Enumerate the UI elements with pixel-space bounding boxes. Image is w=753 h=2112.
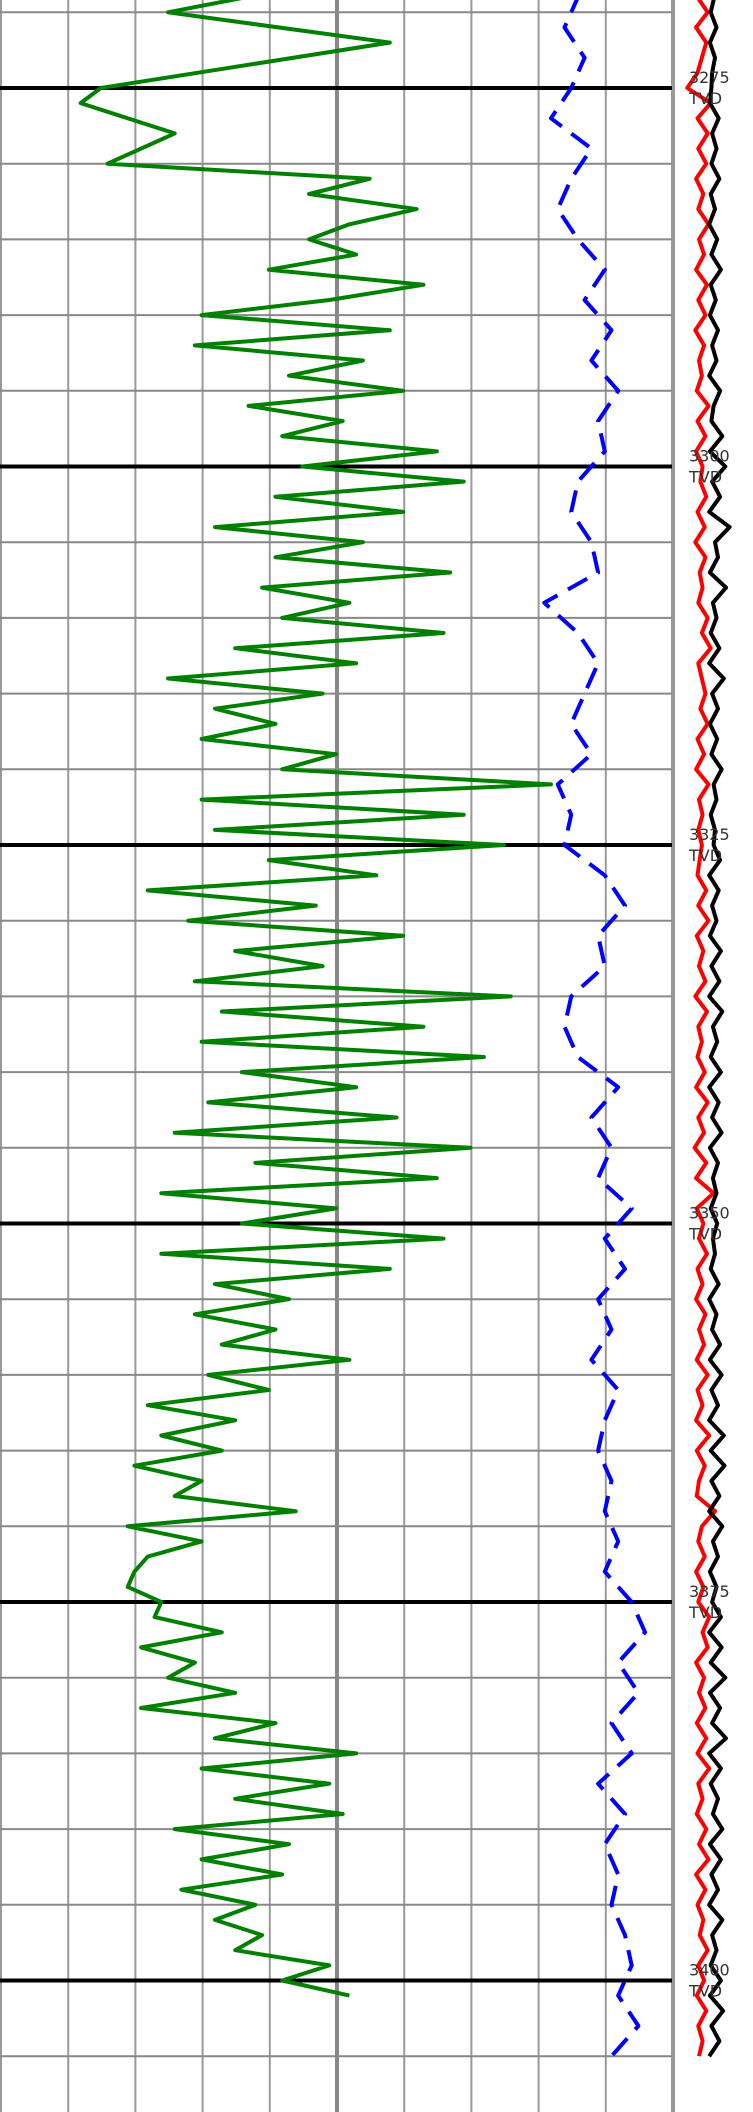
depth-label-unit: TVD (688, 89, 722, 108)
depth-label-value: 3325 (689, 825, 730, 844)
grid-layer (0, 0, 675, 2112)
curve-layer (78, 0, 732, 2058)
track-1-curve-0 (78, 0, 553, 1998)
depth-label-unit: TVD (688, 1603, 722, 1622)
depth-label-value: 3350 (689, 1204, 730, 1223)
depth-label-value: 3375 (689, 1582, 730, 1601)
track-3-curve-0 (685, 0, 717, 2057)
depth-label-value: 3275 (689, 68, 730, 87)
depth-label-value: 3400 (689, 1961, 730, 1980)
depth-label-unit: TVD (688, 1982, 722, 2001)
track-2-curve-0 (542, 0, 648, 2058)
depth-label-unit: TVD (688, 846, 722, 865)
track-3-curve-1 (707, 0, 732, 2058)
depth-label-unit: TVD (688, 468, 722, 487)
depth-label-unit: TVD (688, 1225, 722, 1244)
depth-label-value: 3300 (689, 447, 730, 466)
depth-label-layer: 3275 TVD 3300 TVD 3325 TVD 3350 TVD 3375 TVD 3400 T… (688, 68, 730, 2001)
